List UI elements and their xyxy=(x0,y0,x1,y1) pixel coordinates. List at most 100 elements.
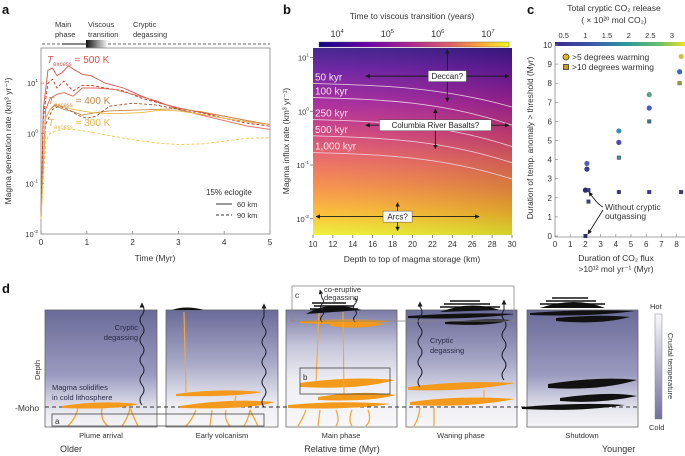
volcanic-edifice xyxy=(172,307,204,310)
cryptic-degassing-wiggle xyxy=(501,299,507,381)
contour-line xyxy=(312,135,513,164)
colorbar-tick-label: 1.5 xyxy=(602,31,612,40)
magma-dike xyxy=(183,311,187,393)
series-line xyxy=(40,78,271,219)
scatter-point-circle xyxy=(584,160,590,167)
x-axis-label-c-1: Duration of CO₂ flux xyxy=(578,253,654,263)
contour-label: 100 kyr xyxy=(315,87,348,98)
stage-label: Early volcanism xyxy=(196,431,249,440)
colorbar-tick-label: 2.5 xyxy=(645,31,655,40)
series-line xyxy=(40,102,271,219)
legend-label-10deg: >10 degrees warming xyxy=(572,62,654,72)
cryptic-degassing-wiggle xyxy=(261,303,267,408)
legend-label-90km: 90 km xyxy=(237,211,257,220)
co-eruptive-label-1: co-eruptive xyxy=(324,285,361,294)
x-tick-label: 1 xyxy=(568,240,573,249)
colorbar-cold-label: Cold xyxy=(649,423,664,432)
y-tick-label: 3 xyxy=(548,175,553,184)
crustal-temperature-colorbar xyxy=(654,313,663,420)
contour-label: 1,000 kyr xyxy=(315,142,357,153)
stage-label: Plume arrival xyxy=(79,431,123,440)
x-tick-label: 8 xyxy=(674,240,679,249)
legend-c: >5 degrees warming >10 degrees warming xyxy=(562,52,654,72)
series-line xyxy=(40,65,271,219)
scatter-point-circle xyxy=(678,53,684,60)
contour-label: 50 kyr xyxy=(315,72,343,83)
legend-a: 15% eclogite 60 km 90 km xyxy=(206,188,257,220)
scatter-point-square xyxy=(616,190,621,195)
solidify-label-1: Magma solidifies xyxy=(52,383,108,392)
magma-sill xyxy=(300,378,395,388)
scatter-point-square xyxy=(677,81,682,86)
colorbar-tick-label: 3 xyxy=(670,31,674,40)
x-tick-label: 4 xyxy=(222,238,227,247)
annotation-without-cryptic-2: outgassing xyxy=(605,211,646,221)
scatter-point-circle xyxy=(677,69,683,75)
magma-sill xyxy=(176,390,262,397)
magma-feeders xyxy=(67,407,139,427)
y-tick-label: 100 xyxy=(298,106,309,116)
x-tick-label: 0 xyxy=(553,240,558,249)
cryptic-label-1b: degassing xyxy=(104,333,138,342)
magma-sill xyxy=(408,382,515,391)
magma-sill xyxy=(62,402,138,409)
colorbar-tick-label: 105 xyxy=(381,29,394,39)
contour-line xyxy=(312,152,513,180)
y-axis-label-b: Magma influx rate (km³ yr⁻¹) xyxy=(281,88,291,195)
ref-box-label-c: c xyxy=(295,291,299,300)
y-tick-label: 2 xyxy=(548,194,553,203)
stage-box-main-phase xyxy=(285,309,398,428)
phase-label-cryptic-2: degassing xyxy=(133,30,167,39)
colorbar-title-c-1: Total cryptic CO₂ release xyxy=(567,3,661,13)
ref-box-c xyxy=(291,285,515,322)
x-axis-label-a: Time (Myr) xyxy=(135,253,176,263)
annotation-label: Deccan? xyxy=(432,72,464,81)
series-line xyxy=(40,103,271,219)
series-line xyxy=(40,87,271,219)
panel-label-a: a xyxy=(2,2,10,17)
ref-box-a xyxy=(51,413,265,427)
y-tick-label: 8 xyxy=(548,79,553,88)
colorbar-tick-label: 0.5 xyxy=(558,31,568,40)
phase-label-viscous-1: Viscous xyxy=(88,20,114,29)
cryptic-label-2b: degassing xyxy=(430,346,464,355)
phase-label-main-1: Main xyxy=(55,20,71,29)
colorbar-tick-label: 2 xyxy=(627,31,631,40)
annotation-box xyxy=(379,119,492,131)
annotation-box xyxy=(382,210,413,223)
y-tick-label: 10-2 xyxy=(25,229,38,239)
phase-label-main-2: phase xyxy=(55,30,75,39)
series-line xyxy=(40,128,271,219)
solidified-sill xyxy=(548,378,637,389)
volcanic-edifice xyxy=(306,305,362,314)
magma-dike xyxy=(315,311,345,395)
y-tick-label: 100 xyxy=(27,128,38,138)
solidified-sill xyxy=(408,313,515,319)
contour-line xyxy=(312,97,513,126)
contour-label: 500 kyr xyxy=(315,125,348,136)
phase-label-viscous-2: transition xyxy=(88,30,118,39)
annotation-300k: Texcess = 300 K xyxy=(48,118,111,131)
colorbar-title-d: Crustal temperature xyxy=(666,333,675,399)
magma-sill xyxy=(288,402,390,409)
magma-sill xyxy=(180,400,275,409)
stage-label: Main phase xyxy=(322,431,361,440)
x-tick-label: 18 xyxy=(388,240,397,249)
colorbar-hot-label: Hot xyxy=(650,302,663,311)
y-tick-label: 10-1 xyxy=(25,179,38,189)
y-axis-label-a: Magma generation rate (km³ yr⁻¹) xyxy=(3,77,13,204)
scatter-point-square xyxy=(583,234,588,238)
y-tick-label: 6 xyxy=(548,117,553,126)
x-axis-label-b: Depth to top of magma storage (km) xyxy=(344,254,481,264)
co-eruptive-label-2: degassing xyxy=(324,293,358,302)
scatter-point-circle xyxy=(646,92,652,98)
annotation-label: Arcs? xyxy=(387,213,408,222)
x-tick-label: 0 xyxy=(39,238,44,247)
solidify-label-2: in cold lithosphere xyxy=(52,393,112,402)
magma-feeders xyxy=(413,407,435,427)
x-tick-label: 2 xyxy=(583,240,588,249)
x-tick-label: 26 xyxy=(468,240,477,249)
lava-flows xyxy=(540,297,605,305)
plot-frame-a xyxy=(40,47,271,235)
scatter-point-square xyxy=(679,190,684,195)
